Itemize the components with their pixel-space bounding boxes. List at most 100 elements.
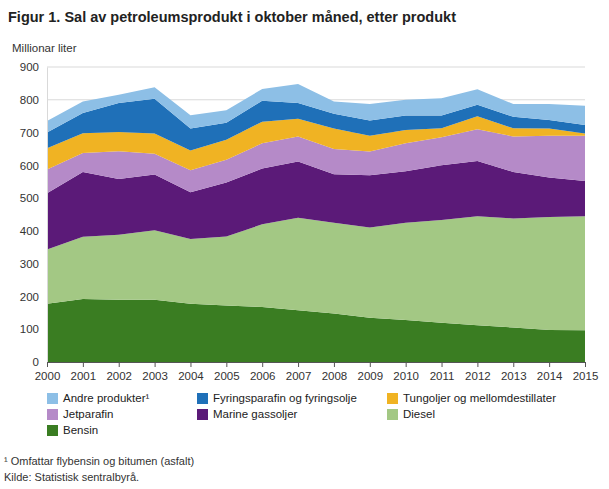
title: Figur 1. Sal av petroleumsprodukt i okto… xyxy=(8,9,456,25)
legend-label: Bensin xyxy=(63,424,98,436)
x-tick-mark xyxy=(477,362,478,367)
x-tick: 2000 xyxy=(35,362,61,382)
x-tick: 2003 xyxy=(142,362,168,382)
y-axis: 0 100 200 300 400 500 600 700 800 900 xyxy=(20,61,48,368)
legend-item: Bensin xyxy=(47,424,98,436)
legend-label: Jetparafin xyxy=(63,408,114,420)
x-tick-mark xyxy=(585,362,586,367)
x-tick: 2009 xyxy=(358,362,384,382)
x-tick: 2006 xyxy=(250,362,276,382)
grid xyxy=(47,67,585,362)
y-tick-label: 400 xyxy=(20,225,39,237)
x-tick: 2002 xyxy=(106,362,132,382)
legend-item: Tungoljer og mellomdestillater xyxy=(387,392,556,404)
legend: Andre produkter¹ Fyringsparafin og fyring… xyxy=(47,392,556,436)
y-tick: 100 xyxy=(20,323,47,335)
areas xyxy=(47,84,585,362)
legend-swatch xyxy=(387,393,398,404)
x-tick-mark xyxy=(406,362,407,367)
x-tick-label: 2015 xyxy=(573,370,599,382)
y-tick-label: 300 xyxy=(20,258,39,270)
legend-item: Marine gassoljer xyxy=(197,408,298,420)
x-tick-label: 2011 xyxy=(430,370,455,382)
x-tick-mark xyxy=(155,362,156,367)
x-tick-mark xyxy=(298,362,299,367)
x-tick-label: 2014 xyxy=(537,370,563,382)
legend-label: Andre produkter¹ xyxy=(63,392,149,404)
x-tick-mark xyxy=(226,362,227,367)
x-tick-label: 2003 xyxy=(142,370,168,382)
x-tick-mark xyxy=(83,362,84,367)
y-tick: 700 xyxy=(20,127,47,139)
y-axis-line xyxy=(47,68,48,363)
legend-item: Jetparafin xyxy=(47,408,114,420)
y-tick-label: 0 xyxy=(33,356,39,368)
x-tick-label: 2013 xyxy=(501,370,527,382)
y-tick-label: 200 xyxy=(20,291,39,303)
x-tick-label: 2012 xyxy=(465,370,491,382)
legend-swatch xyxy=(197,409,208,420)
x-tick: 2007 xyxy=(286,362,312,382)
x-tick: 2015 xyxy=(573,362,599,382)
legend-item: Andre produkter¹ xyxy=(47,392,149,404)
x-tick-label: 2009 xyxy=(358,370,384,382)
x-tick-label: 2006 xyxy=(250,370,276,382)
x-tick-label: 2008 xyxy=(322,370,348,382)
x-tick: 2004 xyxy=(178,362,204,382)
x-tick: 2011 xyxy=(430,362,455,382)
legend-swatch xyxy=(47,393,58,404)
x-tick-mark xyxy=(190,362,191,367)
x-tick-label: 2005 xyxy=(214,370,240,382)
x-tick-label: 2004 xyxy=(178,370,204,382)
x-tick-mark xyxy=(262,362,263,367)
x-tick-mark xyxy=(47,362,48,367)
plot: 0 100 200 300 400 500 600 700 800 900 2000 2001 2002… xyxy=(20,61,598,382)
chart: Figur 1. Sal av petroleumsprodukt i okto… xyxy=(0,0,609,489)
y-tick-label: 600 xyxy=(20,160,39,172)
y-tick-label: 900 xyxy=(20,61,39,73)
x-tick: 2013 xyxy=(501,362,527,382)
y-tick: 400 xyxy=(20,225,47,237)
x-tick-label: 2010 xyxy=(393,370,419,382)
y-tick: 800 xyxy=(20,94,47,106)
x-tick-label: 2000 xyxy=(35,370,61,382)
x-tick: 2014 xyxy=(537,362,563,382)
area xyxy=(47,84,585,133)
y-tick: 900 xyxy=(20,61,47,73)
y-tick: 300 xyxy=(20,258,47,270)
footnote: ¹ Omfattar flybensin og bitumen (asfalt) xyxy=(4,455,194,467)
y-tick: 200 xyxy=(20,291,47,303)
x-tick-mark xyxy=(442,362,443,367)
legend-swatch xyxy=(47,425,58,436)
legend-label: Marine gassoljer xyxy=(213,408,298,420)
y-axis-title: Millionar liter xyxy=(12,42,77,54)
x-tick-label: 2007 xyxy=(286,370,312,382)
legend-label: Tungoljer og mellomdestillater xyxy=(403,392,556,404)
x-tick: 2008 xyxy=(322,362,348,382)
y-tick: 500 xyxy=(20,192,47,204)
x-tick: 2012 xyxy=(465,362,491,382)
x-tick: 2001 xyxy=(71,362,97,382)
x-tick-label: 2002 xyxy=(106,370,132,382)
legend-swatch xyxy=(197,393,208,404)
x-tick-mark xyxy=(334,362,335,367)
y-tick-label: 800 xyxy=(20,94,39,106)
x-tick: 2010 xyxy=(393,362,419,382)
legend-swatch xyxy=(47,409,58,420)
legend-item: Diesel xyxy=(387,408,435,420)
y-tick: 600 xyxy=(20,160,47,172)
y-tick-label: 100 xyxy=(20,323,39,335)
legend-item: Fyringsparafin og fyringsolje xyxy=(197,392,357,404)
y-tick-label: 500 xyxy=(20,192,39,204)
y-tick-label: 700 xyxy=(20,127,39,139)
x-tick-label: 2001 xyxy=(71,370,97,382)
legend-swatch xyxy=(387,409,398,420)
source: Kilde: Statistisk sentralbyrå. xyxy=(4,471,139,483)
x-tick-mark xyxy=(549,362,550,367)
grid-line xyxy=(47,67,585,68)
x-tick-mark xyxy=(370,362,371,367)
legend-label: Fyringsparafin og fyringsolje xyxy=(213,392,357,404)
x-tick-mark xyxy=(119,362,120,367)
x-axis-line xyxy=(48,363,586,368)
x-tick: 2005 xyxy=(214,362,240,382)
